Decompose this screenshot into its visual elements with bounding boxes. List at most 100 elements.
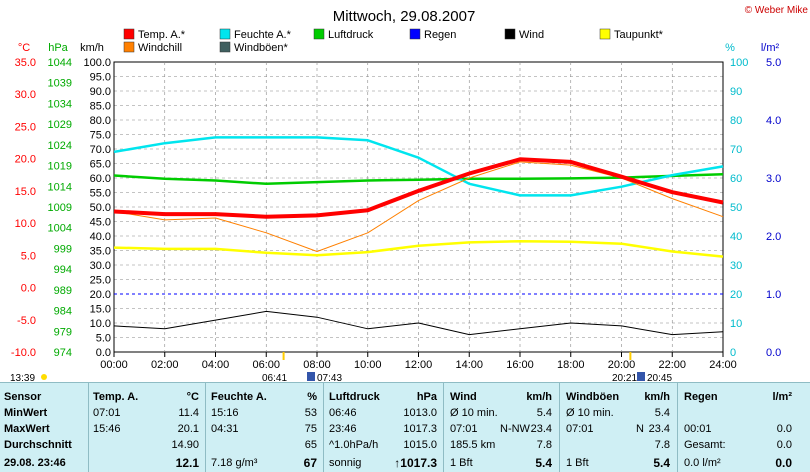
wind-now: 5.4 [535, 456, 552, 470]
copyright: © Weber Mike [745, 5, 809, 16]
wind-column: Wind km/h Ø 10 min. 5.4 07:01 N-NW 23.4 185.… [450, 383, 554, 472]
time-tick-label: 04:00 [202, 359, 230, 371]
sensor-head: Sensor [4, 391, 42, 403]
pressure-tick-label: 1039 [48, 78, 72, 90]
press-now-extra: sonnig [329, 457, 362, 469]
series-line [113, 310, 724, 336]
rain-tick-label: 5.0 [766, 57, 781, 69]
legend-label: Windchill [138, 42, 182, 54]
rain-axis-unit: l/m² [761, 42, 780, 54]
legend-label: Feuchte A.* [234, 29, 292, 41]
current-time-label: 13:39 [10, 373, 35, 382]
temp-tick-label: 35.0 [15, 57, 36, 69]
wind-max: 23.4 [530, 423, 552, 435]
min-label: MinWert [4, 407, 48, 419]
wind-tick-label: 25.0 [90, 275, 111, 287]
wind-tick-label: 15.0 [90, 304, 111, 316]
gust-avg: 7.8 [654, 439, 670, 451]
legend-label: Temp. A.* [138, 29, 186, 41]
wind-tick-label: 70.0 [90, 144, 111, 156]
summary-table: Sensor MinWert MaxWert Durchschnitt 29.0… [0, 382, 810, 472]
pressure-tick-label: 1044 [48, 57, 72, 69]
wind-axis-unit: km/h [80, 42, 104, 54]
hum-now-extra: 7.18 g/m³ [211, 457, 258, 469]
humidity-tick-label: 80 [730, 115, 742, 127]
current-time-dot [41, 374, 47, 380]
sun-time-label: 20:21 [612, 373, 637, 382]
hum-unit: % [307, 391, 317, 403]
wind-max-time: 07:01 [450, 423, 478, 435]
rain-tick-label: 4.0 [766, 115, 781, 127]
axis-ticks: 35.0 30.0 25.0 20.0 15.0 10.0 5.0 0.0 -5.0 -10.0 1… [11, 57, 781, 371]
pressure-tick-label: 999 [54, 243, 72, 255]
wind-min: 5.4 [536, 407, 552, 419]
pressure-tick-label: 1009 [48, 202, 72, 214]
time-tick-label: 06:00 [252, 359, 280, 371]
rain-unit: l/m² [772, 391, 792, 403]
rain-avg-label: Gesamt: [684, 439, 726, 451]
humidity-tick-label: 0 [730, 347, 736, 359]
wind-tick-label: 90.0 [90, 86, 111, 98]
time-tick-label: 02:00 [151, 359, 179, 371]
temp-column: Temp. A. °C 07:01 11.4 15:46 20.1 14.90 12.… [93, 383, 201, 472]
humidity-axis-unit: % [725, 42, 735, 54]
wind-avg-label: 185.5 km [450, 439, 496, 451]
time-tick-label: 22:00 [658, 359, 686, 371]
press-avg: 1015.0 [403, 439, 437, 451]
humidity-tick-label: 90 [730, 86, 742, 98]
press-min-time: 06:46 [329, 407, 357, 419]
wind-unit: km/h [526, 391, 552, 403]
gust-max: 23.4 [648, 423, 670, 435]
press-max-time: 23:46 [329, 423, 357, 435]
time-tick-label: 12:00 [405, 359, 433, 371]
sun-time-label: 06:41 [262, 373, 287, 382]
wind-tick-label: 40.0 [90, 231, 111, 243]
legend-swatch [504, 28, 516, 40]
gust-now-extra: 1 Bft [566, 457, 589, 469]
wind-tick-label: 45.0 [90, 217, 111, 229]
pressure-tick-label: 1034 [48, 98, 72, 110]
pressure-tick-label: 1019 [48, 161, 72, 173]
pressure-tick-label: 1024 [48, 140, 72, 152]
wind-tick-label: 0.0 [96, 347, 111, 359]
series-line [113, 239, 724, 258]
series-line [113, 157, 724, 219]
pressure-tick-label: 984 [54, 306, 72, 318]
temp-tick-label: 5.0 [21, 250, 36, 262]
wind-tick-label: 35.0 [90, 246, 111, 258]
sun-icon [307, 372, 315, 381]
legend-swatch [313, 28, 325, 40]
temp-tick-label: 25.0 [15, 121, 36, 133]
temp-tick-label: 10.0 [15, 218, 36, 230]
pressure-tick-label: 994 [54, 264, 72, 276]
press-unit: hPa [416, 391, 437, 403]
time-tick-label: 24:00 [709, 359, 737, 371]
weather-chart: Mittwoch, 29.08.2007 © Weber Mike Temp. … [10, 5, 809, 382]
humidity-tick-label: 10 [730, 318, 742, 330]
legend-swatch [219, 41, 231, 53]
temp-max-time: 15:46 [93, 423, 121, 435]
humidity-tick-label: 60 [730, 173, 742, 185]
rain-avg: 0.0 [776, 439, 792, 451]
sun-time-label: 20:45 [647, 373, 672, 382]
time-tick-label: 18:00 [557, 359, 585, 371]
avg-label: Durchschnitt [4, 439, 72, 451]
press-min: 1013.0 [403, 407, 437, 419]
temp-tick-label: -5.0 [17, 315, 36, 327]
wind-tick-label: 95.0 [90, 72, 111, 84]
humidity-tick-label: 50 [730, 202, 742, 214]
wind-tick-label: 30.0 [90, 260, 111, 272]
rain-max: 0.0 [776, 423, 792, 435]
temp-avg: 14.90 [171, 439, 199, 451]
pressure-tick-label: 1004 [48, 223, 72, 235]
wind-tick-label: 60.0 [90, 173, 111, 185]
press-now: ↑1017.3 [394, 456, 437, 470]
legend-swatch [123, 41, 135, 53]
press-avg-label: ^1.0hPa/h [329, 439, 379, 451]
temp-tick-label: 20.0 [15, 154, 36, 166]
wind-avg: 7.8 [536, 439, 552, 451]
rain-tick-label: 3.0 [766, 173, 781, 185]
pressure-tick-label: 1029 [48, 119, 72, 131]
sun-icon [637, 372, 645, 381]
time-tick-label: 14:00 [455, 359, 483, 371]
